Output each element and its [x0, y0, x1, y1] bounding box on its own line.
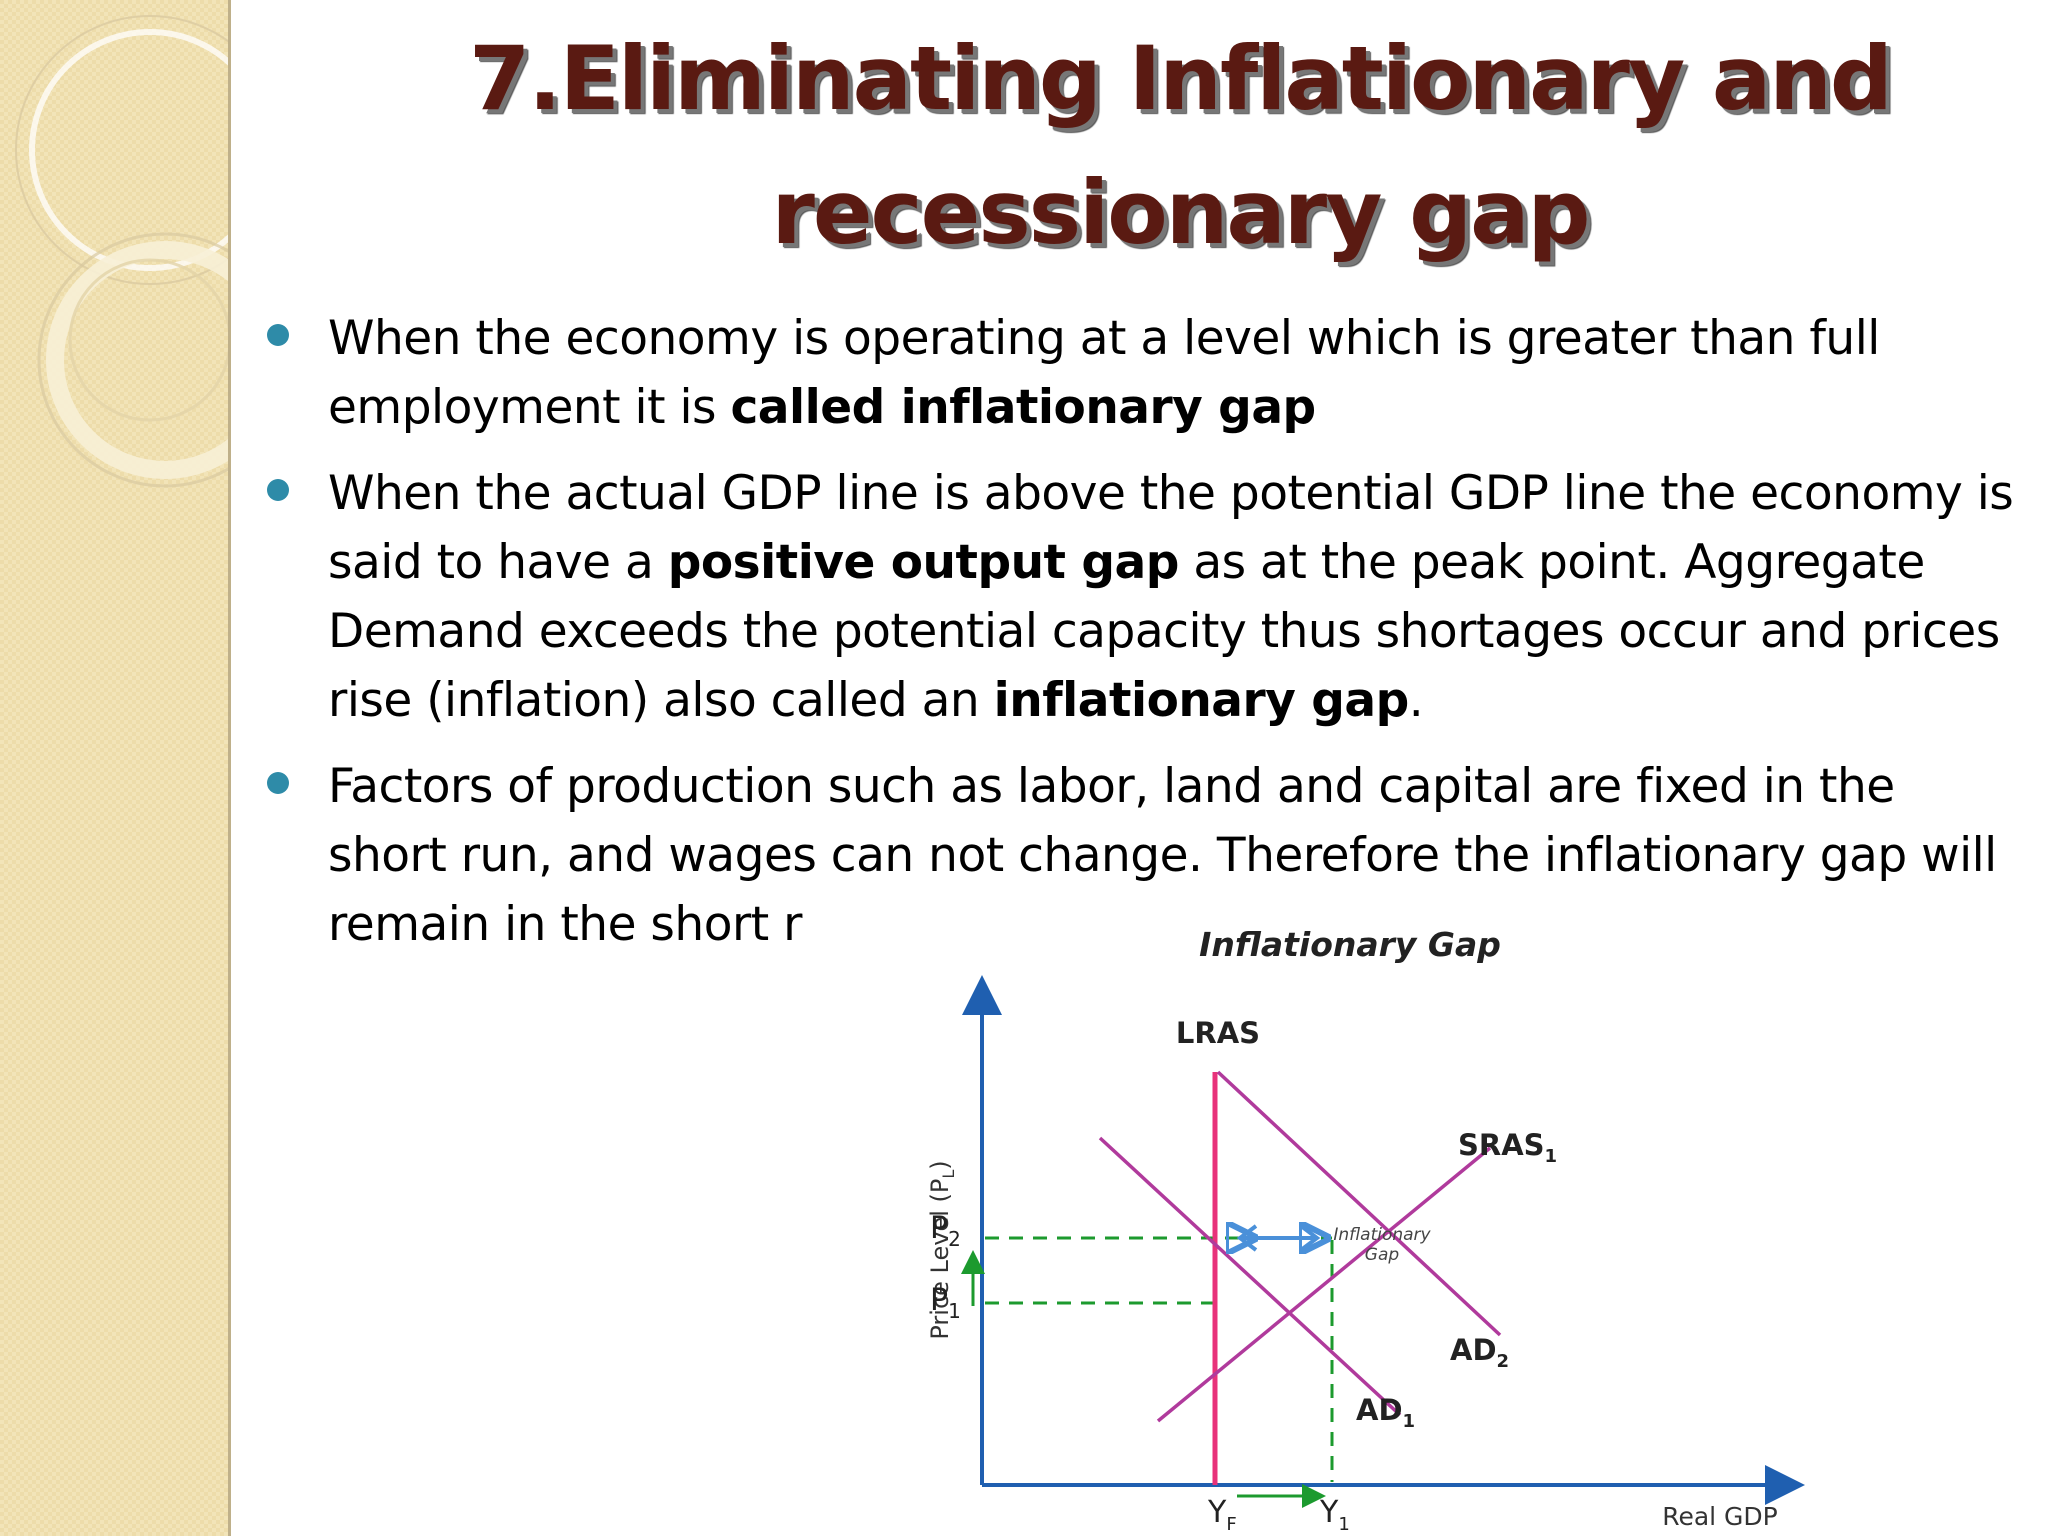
bullet-item: Factors of production such as labor, lan… — [260, 752, 2020, 959]
yf-label-sub: F — [1226, 1514, 1236, 1535]
bullet-dot-icon — [267, 772, 289, 794]
bullet-item: When the actual GDP line is above the po… — [260, 459, 2020, 735]
yf-label: YF — [1207, 1495, 1237, 1535]
y-axis-label: Price Level (PL) — [926, 1160, 958, 1339]
bullet-text-end: . — [1408, 673, 1424, 728]
sras-line — [1156, 1146, 1492, 1423]
bullet-dot-icon — [267, 479, 289, 501]
decorative-ring-large — [29, 29, 228, 271]
slide-title: 7.Eliminating Inflationary and recession… — [300, 12, 2048, 280]
bullet-item: When the economy is operating at a level… — [260, 304, 2020, 442]
p1-label-sub: 1 — [948, 1299, 961, 1323]
bullet-text: When the economy is operating at a level… — [328, 311, 1880, 435]
ad1-label: AD1 — [1356, 1393, 1415, 1432]
bullet-dot-icon — [267, 324, 289, 346]
decorative-ring-medium-outline — [37, 232, 228, 488]
gap-annotation-line-1: Inflationary — [1333, 1225, 1431, 1245]
bullet-list: When the economy is operating at a level… — [260, 304, 2020, 976]
decorative-sidebar — [0, 0, 228, 1536]
lras-label: LRAS — [1176, 1016, 1260, 1050]
slide-title-line-1: 7.Eliminating Inflationary and — [469, 27, 1893, 130]
decorative-ring-medium — [46, 241, 228, 479]
y1-label: Y1 — [1319, 1495, 1350, 1535]
gap-arrow-right-head — [1299, 1224, 1321, 1252]
p2-label: P2 — [930, 1211, 961, 1251]
sidebar-pattern — [0, 0, 228, 1536]
ad2-line — [1216, 1070, 1502, 1337]
ad2-label: AD2 — [1450, 1333, 1509, 1372]
bullet-text-continued: as at the peak point. Aggregate Demand e… — [328, 535, 2000, 728]
x-axis-label: Real GDP — [1662, 1502, 1778, 1531]
bullet-bold-text: called inflationary gap — [730, 380, 1316, 435]
diagram-title: Inflationary Gap — [1199, 925, 1501, 964]
ad2-label-sub: 2 — [1497, 1351, 1510, 1372]
ad1-label-sub: 1 — [1403, 1411, 1416, 1432]
sras-label: SRAS1 — [1458, 1128, 1557, 1167]
bullet-bold-text: positive output gap — [667, 535, 1180, 590]
y-axis-label-close: ) — [926, 1160, 954, 1169]
bullet-bold-text-2: inflationary gap — [993, 673, 1410, 728]
ad2-label-text: AD — [1450, 1333, 1497, 1367]
gap-annotation-line-2: Gap — [1365, 1245, 1400, 1265]
bullet-text: Factors of production such as labor, lan… — [328, 759, 1997, 952]
sras-label-text: SRAS — [1458, 1128, 1545, 1162]
sidebar-divider — [228, 0, 231, 1536]
inflationary-gap-diagram: Inflationary Gap Price Level (PL) Real G… — [890, 910, 1820, 1536]
diagram-svg: Inflationary Gap Price Level (PL) Real G… — [926, 925, 1805, 1535]
p1-label-text: P — [930, 1283, 948, 1318]
p1-label: P1 — [930, 1283, 961, 1323]
gap-arrow-left-head — [1236, 1224, 1258, 1252]
y-axis-label-sub: L — [939, 1170, 958, 1179]
p2-label-sub: 2 — [948, 1227, 961, 1251]
slide-title-line-2: recessionary gap — [771, 161, 1590, 264]
ad1-line — [1098, 1136, 1402, 1417]
decorative-ring-outline — [15, 15, 228, 285]
y1-label-text: Y — [1319, 1495, 1339, 1530]
yf-label-text: Y — [1207, 1495, 1227, 1530]
sras-label-sub: 1 — [1545, 1146, 1558, 1167]
decorative-ring-small — [68, 258, 228, 422]
ad1-label-text: AD — [1356, 1393, 1403, 1427]
y1-label-sub: 1 — [1338, 1514, 1349, 1535]
y-axis-label-text: Price Level (P — [926, 1179, 954, 1340]
bullet-text: When the actual GDP line is above the po… — [328, 466, 2014, 590]
p2-label-text: P — [930, 1211, 948, 1246]
